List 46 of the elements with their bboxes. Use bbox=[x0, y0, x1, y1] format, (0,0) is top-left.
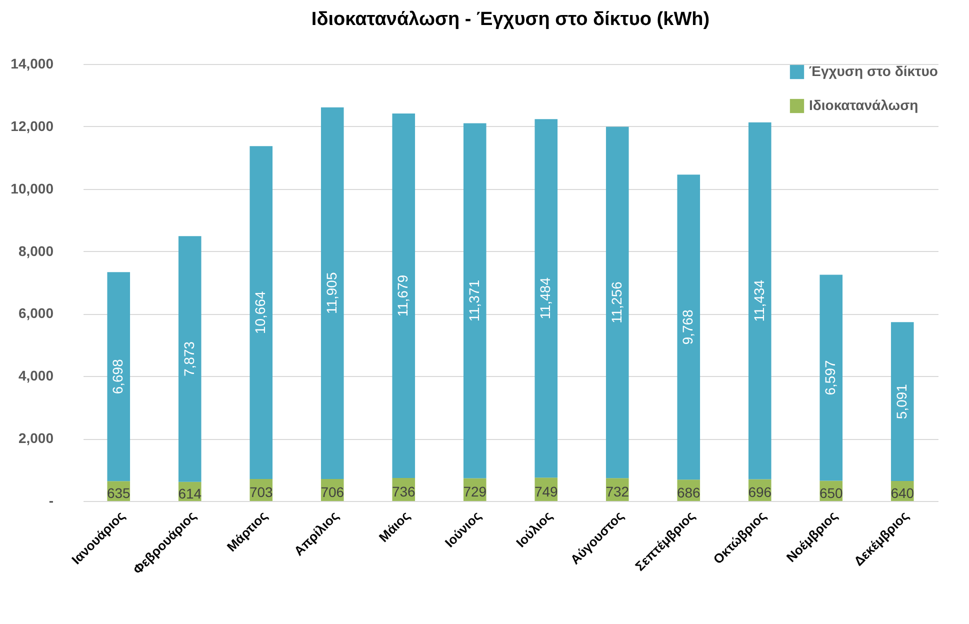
data-label: 640 bbox=[890, 485, 914, 502]
bar bbox=[534, 119, 558, 478]
bar bbox=[392, 113, 416, 478]
y-tick-label: 2,000 bbox=[18, 430, 54, 446]
data-label: 6,597 bbox=[822, 360, 838, 396]
data-label: 11,679 bbox=[394, 274, 411, 317]
y-tick-label: 4,000 bbox=[18, 368, 54, 384]
legend-label: Ιδιοκατανάλωση bbox=[809, 97, 918, 113]
bar bbox=[178, 236, 202, 482]
y-tick-label: 14,000 bbox=[10, 56, 54, 72]
bar bbox=[677, 174, 700, 480]
y-tick-label: 6,000 bbox=[18, 305, 54, 322]
bar bbox=[107, 272, 130, 482]
bar bbox=[890, 322, 914, 482]
data-label: 706 bbox=[320, 484, 344, 500]
y-tick-label: 10,000 bbox=[10, 180, 54, 196]
bar bbox=[320, 107, 344, 479]
data-label: 703 bbox=[249, 484, 274, 500]
bar bbox=[748, 122, 772, 480]
data-label: 729 bbox=[463, 484, 487, 500]
data-label: 686 bbox=[676, 484, 701, 500]
data-label: 6,698 bbox=[110, 358, 126, 394]
legend-label: Έγχυση στο δίκτυο bbox=[809, 63, 938, 79]
data-label: 732 bbox=[606, 484, 630, 500]
data-label: 11,371 bbox=[466, 280, 482, 322]
data-label: 11,905 bbox=[323, 272, 340, 314]
bar bbox=[463, 123, 486, 478]
data-label: 10,664 bbox=[252, 291, 268, 334]
data-label: 11,484 bbox=[537, 277, 554, 320]
data-label: 5,091 bbox=[893, 384, 910, 420]
data-label: 7,873 bbox=[180, 341, 197, 376]
data-label: 635 bbox=[106, 485, 131, 502]
y-tick-label: 12,000 bbox=[10, 118, 54, 134]
y-tick-label: 8,000 bbox=[18, 242, 54, 259]
data-label: 650 bbox=[819, 484, 844, 501]
chart-title: Ιδιοκατανάλωση - Έγχυση στο δίκτυο (kWh) bbox=[311, 9, 710, 30]
bar bbox=[250, 146, 273, 480]
bar bbox=[606, 126, 629, 478]
y-tick-label: - bbox=[48, 492, 54, 508]
data-label: 749 bbox=[534, 483, 558, 500]
data-label: 11,256 bbox=[608, 281, 624, 324]
data-label: 696 bbox=[748, 484, 772, 500]
data-label: 11,434 bbox=[750, 280, 767, 322]
bar bbox=[820, 274, 843, 481]
data-label: 9,768 bbox=[680, 309, 696, 345]
data-label: 736 bbox=[392, 484, 416, 500]
